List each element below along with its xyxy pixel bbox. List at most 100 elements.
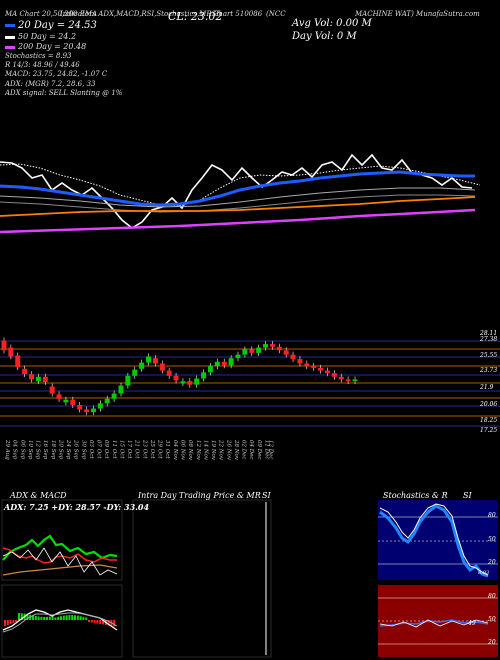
x-tick-label: 02 Dec	[241, 440, 247, 460]
candlesticks	[1, 337, 358, 416]
x-tick-label: 15 Oct	[118, 440, 124, 459]
x-tick-label: 21 Oct	[134, 439, 140, 459]
x-tick-label: 09 Oct	[103, 440, 109, 459]
x-tick-label: 14 Nov	[202, 440, 208, 461]
x-tick-label: 22 Nov	[218, 439, 224, 461]
candle	[111, 393, 117, 399]
macd-bar	[85, 617, 88, 620]
x-tick-label: 04 Sep	[12, 440, 18, 460]
x-tick-label: 03 Oct	[88, 440, 94, 459]
legend-r: R 14/3: 48.96 / 49.46	[5, 61, 80, 69]
macd-bar	[79, 616, 82, 620]
macd-bar	[82, 616, 85, 620]
x-tick-label: 06 Nov	[180, 440, 186, 461]
x-tick-label: 04 Nov	[172, 440, 178, 461]
candle	[56, 394, 62, 399]
candle	[90, 408, 96, 413]
candle	[180, 381, 186, 383]
rsi-tick-80: 80	[488, 593, 496, 600]
ema50-line	[0, 163, 481, 207]
stoch-right: SI	[463, 491, 472, 500]
x-axis-labels: 29 Aug 04 Sep 06 Sep 10 Sep 12 Sep 16 Sep 18 S…	[4, 439, 273, 461]
header-indicators: Indicators ADX,MACD,RSI,Stochastics,MRSI	[60, 10, 220, 18]
macd-bar	[93, 620, 96, 623]
x-tick-label: 29 Oct	[157, 439, 163, 459]
candle	[249, 349, 255, 353]
moving-average-lines	[0, 153, 481, 234]
macd-bar	[113, 620, 116, 627]
rsi-tick-50: 50	[488, 616, 496, 623]
candle	[35, 376, 41, 382]
long-ma-line	[0, 208, 476, 234]
y-tick-label: 18.25	[480, 417, 498, 424]
candle	[352, 379, 358, 382]
candle	[29, 374, 35, 380]
x-tick-label: 12 Nov	[195, 440, 201, 461]
y-tick-label: 23.73	[480, 367, 498, 374]
symbol: (NCC	[266, 10, 286, 18]
macd-bar	[60, 616, 62, 620]
adx-main-line	[2, 564, 118, 576]
macd-bar	[107, 620, 110, 626]
x-tick-label: 29 Aug	[4, 439, 10, 460]
macd-bar	[96, 620, 99, 624]
candle	[63, 399, 69, 403]
candle	[269, 344, 275, 347]
stoch-small: 8.93	[478, 570, 490, 576]
day-vol: Day Vol: 0 M	[292, 31, 357, 42]
candle	[283, 350, 289, 355]
candle	[77, 405, 83, 410]
candle	[42, 376, 48, 383]
candle	[146, 356, 152, 363]
macd-bar	[65, 615, 68, 620]
x-tick-label: 30 Sep	[80, 440, 86, 460]
x-tick-label: 16 Sep	[42, 440, 48, 460]
stoch-k-line	[379, 504, 489, 578]
candle	[263, 344, 269, 348]
price-level-lines	[0, 340, 500, 427]
x-tick-label: 28 Nov	[233, 439, 239, 461]
macd-bar	[46, 616, 48, 620]
candle	[132, 369, 138, 376]
candle	[118, 385, 124, 394]
adx-panel	[1, 499, 123, 581]
x-tick-label: 09 Dec	[256, 440, 262, 460]
candle	[256, 347, 262, 353]
candle	[338, 376, 344, 380]
candle	[304, 363, 310, 367]
macd-bar	[51, 616, 54, 620]
ma-grey-line-1	[0, 187, 476, 208]
intraday-right: SI	[262, 491, 271, 500]
candle	[139, 362, 145, 369]
legend-20day: 20 Day = 24.53	[5, 20, 97, 31]
x-tick-label: 07 Oct	[96, 440, 102, 459]
close-label: CL: 23.02	[168, 10, 223, 23]
x-tick-label: 06 Sep	[19, 440, 25, 460]
y-tick-label: 17.25	[480, 427, 498, 434]
x-tick-label: 08 Nov	[187, 440, 193, 461]
y-tick-label: 21.9	[480, 384, 494, 391]
x-tick-label: 26 Nov	[225, 439, 231, 461]
ema20-line	[0, 170, 475, 207]
macd-bar	[99, 620, 102, 624]
symbol-right: MACHINE WAT) MunafaSutra.com	[355, 10, 480, 18]
candle	[187, 381, 193, 385]
candle	[201, 372, 207, 379]
adx-white-line	[2, 547, 118, 576]
y-top-label: 28.11	[480, 330, 498, 337]
x-tick-label: 26 Sep	[73, 439, 79, 460]
y-tick-label: 25.55	[480, 352, 498, 359]
candle	[1, 340, 7, 351]
candle	[324, 370, 330, 374]
x-tick-label: 10 Sep	[27, 440, 33, 460]
macd-bar	[18, 613, 20, 620]
legend-adx: ADX: (MGR) 7.2, 28.6, 33	[5, 80, 96, 88]
candle	[8, 347, 14, 357]
x-tick-label: 11 Oct	[111, 440, 117, 459]
macd-bar	[20, 613, 23, 620]
stoch-tick-50: 50	[488, 536, 496, 543]
x-tick-label: 18 Sep	[50, 440, 56, 460]
candle	[235, 354, 241, 359]
macd-bar	[37, 616, 40, 620]
macd-bar	[34, 616, 37, 620]
